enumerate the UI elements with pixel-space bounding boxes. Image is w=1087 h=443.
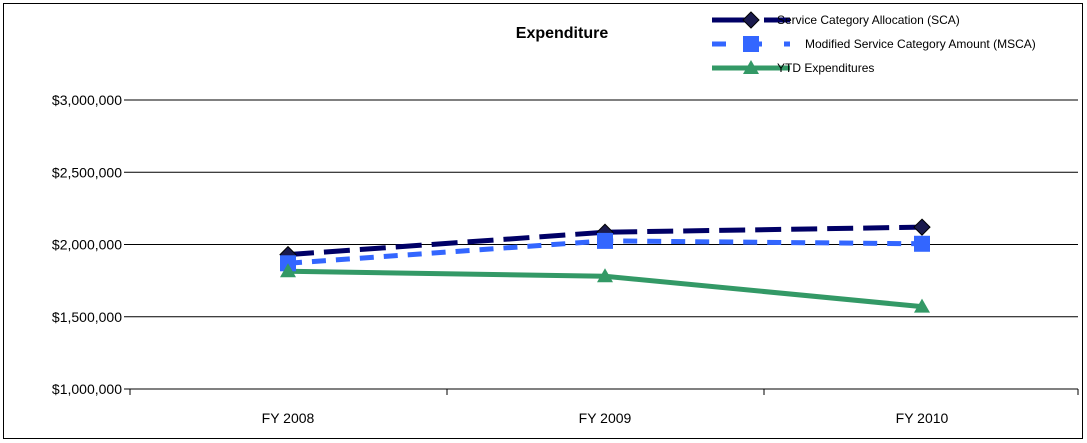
data-point-0-2 — [913, 218, 931, 236]
x-axis: FY 2008 FY 2009 FY 2010 — [129, 388, 1079, 426]
y-axis-ticks: $3,000,000 $2,500,000 $2,000,000 $1,500,000… — [52, 92, 122, 397]
series-markers — [279, 218, 931, 313]
y-tick-label: $1,000,000 — [52, 381, 122, 397]
chart-title: Expenditure — [516, 25, 609, 42]
x-tick-label: FY 2008 — [262, 410, 315, 426]
data-point-1-1 — [597, 232, 613, 249]
x-tick-label: FY 2010 — [896, 410, 949, 426]
data-point-2-1 — [597, 268, 613, 283]
legend-marker-2 — [743, 60, 759, 74]
chart-frame — [3, 3, 1083, 439]
legend: Service Category Allocation (SCA) Modifie… — [712, 11, 1036, 75]
data-point-1-2 — [914, 235, 930, 252]
y-tick-label: $2,500,000 — [52, 164, 122, 180]
legend-label: Modified Service Category Amount (MSCA) — [805, 37, 1036, 51]
legend-label: Service Category Allocation (SCA) — [777, 13, 960, 27]
data-point-2-0 — [280, 263, 296, 278]
y-tick-label: $3,000,000 — [52, 92, 122, 108]
legend-label: YTD Expenditures — [777, 61, 874, 75]
x-tick-label: FY 2009 — [579, 410, 632, 426]
y-tick-label: $1,500,000 — [52, 309, 122, 325]
legend-marker-1 — [743, 36, 759, 52]
series-line-0 — [287, 224, 923, 258]
y-tick-label: $2,000,000 — [52, 237, 122, 253]
legend-marker-0 — [742, 11, 760, 29]
data-point-2-2 — [914, 298, 930, 313]
